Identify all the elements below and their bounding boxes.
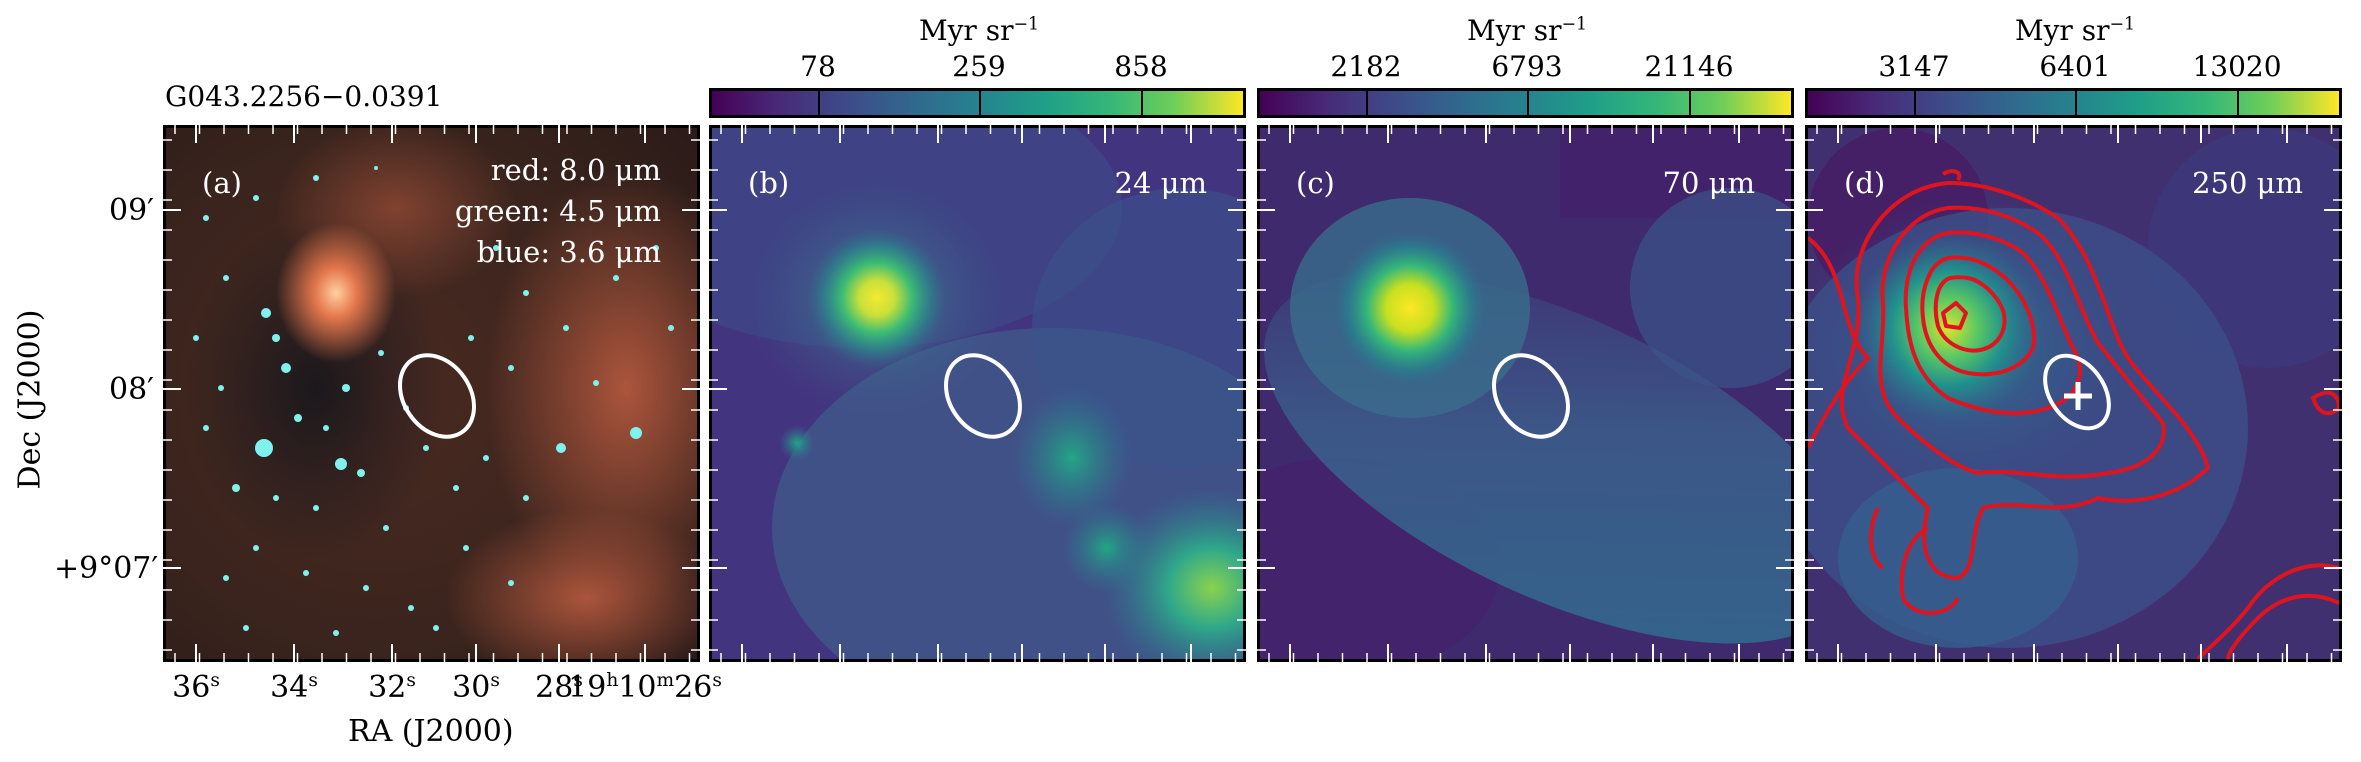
- colorbar-b-tick-2: 259: [952, 50, 1006, 83]
- colorbar-d-unit: Myr sr−1: [2014, 14, 2136, 47]
- colorbar-c: [1257, 88, 1794, 118]
- panel-b-24um-image: (b) 24 μm: [709, 125, 1246, 662]
- colorbar-d-tick-3: 13020: [2192, 50, 2282, 83]
- x-tick-34s: 34s: [270, 669, 318, 705]
- rgb-composite-image: [166, 128, 697, 659]
- panel-a-rgb-image: (a) red: 8.0 μm green: 4.5 μm blue: 3.6 …: [163, 125, 700, 662]
- x-tick-32s: 32s: [368, 669, 416, 705]
- beam-ellipse: [398, 353, 476, 439]
- panel-c-70um-image: (c) 70 μm: [1257, 125, 1794, 662]
- rgb-blue-label: blue: 3.6 μm: [476, 235, 661, 269]
- colorbar-b-unit: Myr sr−1: [918, 14, 1040, 47]
- rgb-green-label: green: 4.5 μm: [454, 194, 661, 228]
- source-name: G043.2256−0.0391: [165, 80, 443, 113]
- y-tick-09: 09′: [109, 193, 154, 228]
- colorbar-d: [1805, 88, 2342, 118]
- panel-a-label: (a): [202, 166, 242, 200]
- map-250um: [1808, 128, 2339, 659]
- panel-b-wavelength: 24 μm: [1114, 166, 1207, 200]
- map-24um: [712, 128, 1243, 659]
- panel-d-250um-image: (d) 250 μm: [1805, 125, 2342, 662]
- x-tick-28s: 28s: [535, 669, 583, 705]
- x-tick-30s: 30s: [452, 669, 500, 705]
- colorbar-d-tick-1: 3147: [1878, 50, 1950, 83]
- panel-c-label: (c): [1296, 166, 1335, 200]
- beam-ellipse: [1492, 353, 1570, 439]
- colorbar-d-tick-2: 6401: [2039, 50, 2111, 83]
- rgb-red-label: red: 8.0 μm: [490, 153, 661, 187]
- colorbar-c-tick-1: 2182: [1330, 50, 1402, 83]
- beam-ellipse: [2043, 353, 2111, 431]
- colorbar-c-tick-2: 6793: [1491, 50, 1563, 83]
- panel-d-wavelength: 250 μm: [2192, 166, 2303, 200]
- y-tick-07: +9°07′: [54, 551, 159, 586]
- position-cross-marker: [2064, 382, 2092, 410]
- map-70um: [1260, 128, 1791, 659]
- colorbar-c-unit: Myr sr−1: [1466, 14, 1588, 47]
- colorbar-b: [709, 88, 1246, 118]
- panel-c-wavelength: 70 μm: [1662, 166, 1755, 200]
- x-tick-19h10m26s: 19h10m26s: [568, 669, 722, 705]
- colorbar-b-tick-3: 858: [1114, 50, 1168, 83]
- colorbar-c-tick-3: 21146: [1644, 50, 1734, 83]
- y-tick-08: 08′: [109, 372, 154, 407]
- beam-ellipse: [944, 353, 1022, 439]
- x-tick-36s: 36s: [172, 669, 220, 705]
- panel-b-label: (b): [748, 166, 790, 200]
- contour-lines: [1808, 169, 2339, 659]
- x-axis-label: RA (J2000): [348, 714, 514, 749]
- panel-d-label: (d): [1844, 166, 1886, 200]
- colorbar-b-tick-1: 78: [800, 50, 836, 83]
